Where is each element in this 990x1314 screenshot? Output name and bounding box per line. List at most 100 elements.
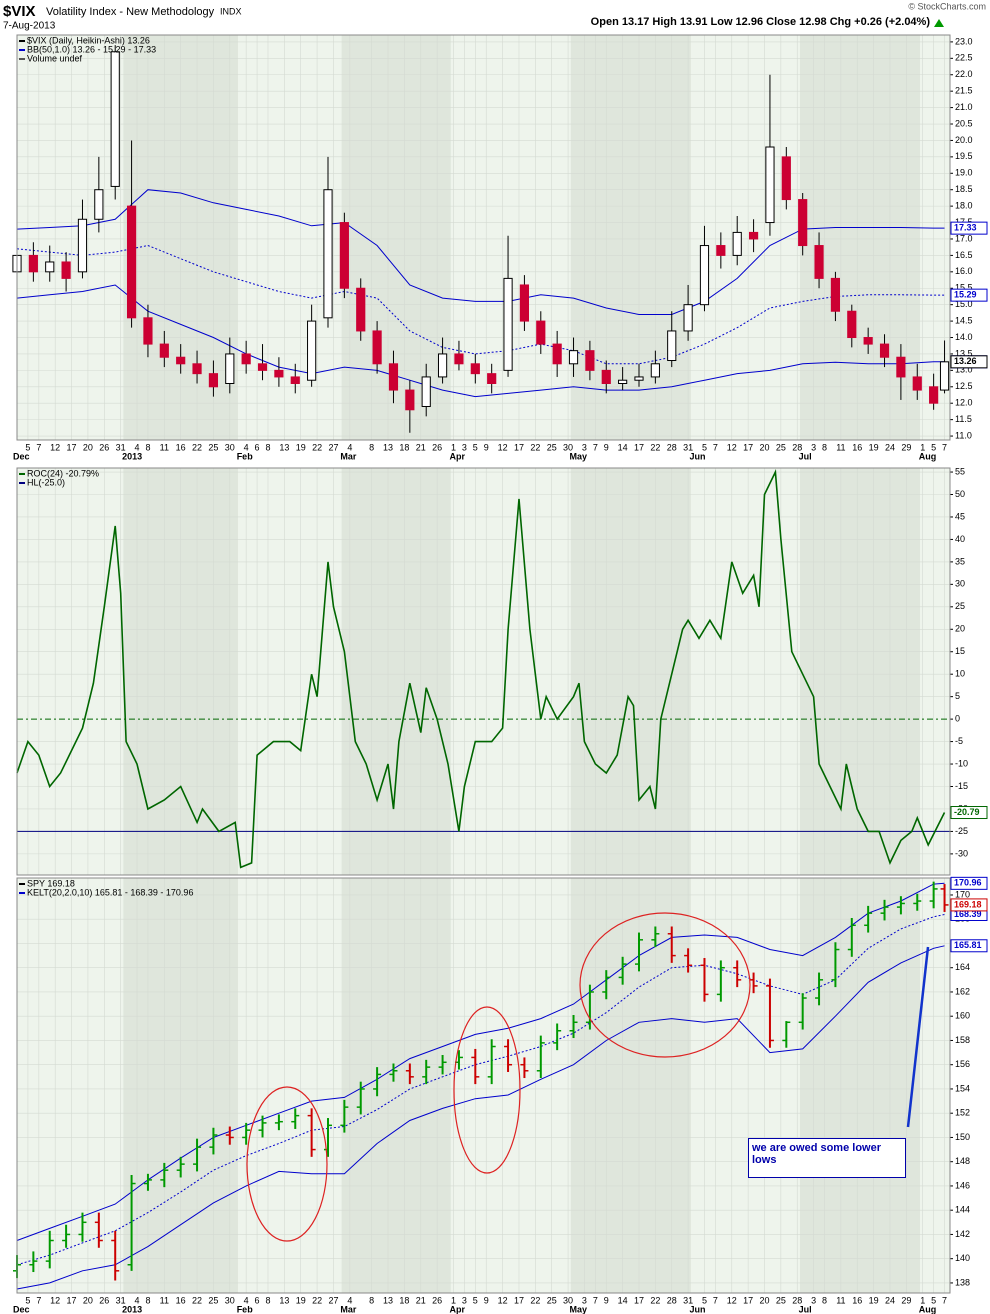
x-tick-label: 25 <box>547 1295 557 1305</box>
x-tick-label: 31 <box>116 442 126 452</box>
y-tick-label: 17.0 <box>955 233 973 243</box>
candle-body <box>798 199 808 247</box>
candle-body <box>388 363 399 391</box>
x-tick-label: 13 <box>279 442 289 452</box>
x-tick-label: 5 <box>473 1295 478 1305</box>
y-tick-label: 16.5 <box>955 250 973 260</box>
candle-body <box>307 320 317 381</box>
x-tick-label: 1 <box>451 442 456 452</box>
x-tick-label: 1 <box>920 1295 925 1305</box>
x-tick-label: 5 <box>25 442 30 452</box>
x-tick-label: 24 <box>885 442 895 452</box>
x-tick-label: 4 <box>135 1295 140 1305</box>
x-tick-label: 9 <box>604 442 609 452</box>
y-tick-label: 21.5 <box>955 86 973 96</box>
y-tick-label: -25 <box>955 826 968 836</box>
candle-body <box>421 376 431 407</box>
x-tick-label: 25 <box>547 442 557 452</box>
candle-body <box>929 386 939 404</box>
y-tick-label: 144 <box>955 1205 970 1215</box>
x-tick-label: 22 <box>650 1295 660 1305</box>
annotation-box: we are owed some lower lows <box>748 1138 906 1178</box>
y-tick-label: 20 <box>955 624 965 634</box>
month-label: May <box>570 1304 588 1314</box>
x-tick-label: 4 <box>244 442 249 452</box>
candle-body <box>939 361 950 391</box>
candle-body <box>487 373 497 385</box>
candle-body <box>716 245 726 256</box>
y-tick-label: 13.0 <box>955 365 973 375</box>
y-tick-label: 14.0 <box>955 332 973 342</box>
y-tick-label: 152 <box>955 1108 970 1118</box>
month-label: Aug <box>919 451 937 461</box>
candle-body <box>356 287 366 332</box>
value-tag-label: 15.29 <box>954 290 977 300</box>
y-tick-label: 30 <box>955 579 965 589</box>
value-tag-label: 165.81 <box>954 940 982 950</box>
x-tick-label: 5 <box>702 1295 707 1305</box>
y-tick-label: 50 <box>955 489 965 499</box>
x-tick-label: 25 <box>208 1295 218 1305</box>
month-label: Apr <box>449 1304 465 1314</box>
x-tick-label: 25 <box>208 442 218 452</box>
plot-frame <box>16 877 951 1294</box>
x-tick-label: 20 <box>759 442 769 452</box>
x-tick-label: 28 <box>792 1295 802 1305</box>
legend-label: $VIX (Daily, Heikin-Ashi) 13.26 <box>27 35 150 45</box>
value-tag-label: 169.18 <box>954 899 982 909</box>
arrow-line <box>906 946 930 1128</box>
x-tick-label: 7 <box>593 1295 598 1305</box>
chart-title: Volatility Index - New Methodology <box>46 6 215 18</box>
y-tick-label: 19.0 <box>955 168 973 178</box>
y-tick-label: 15 <box>955 646 965 656</box>
month-label: Jun <box>690 451 706 461</box>
y-tick-label: 158 <box>955 1035 970 1045</box>
x-tick-label: 7 <box>36 1295 41 1305</box>
candle-body <box>110 51 120 187</box>
y-tick-label: 142 <box>955 1229 970 1239</box>
x-tick-label: 17 <box>634 1295 644 1305</box>
y-tick-label: 18.0 <box>955 201 973 211</box>
x-tick-label: 21 <box>416 1295 426 1305</box>
x-tick-label: 26 <box>432 1295 442 1305</box>
y-tick-label: 55 <box>955 466 965 476</box>
y-tick-label: 25 <box>955 601 965 611</box>
y-tick-label: 146 <box>955 1180 970 1190</box>
value-tag <box>950 806 988 820</box>
x-tick-label: 22 <box>192 442 202 452</box>
candle-body <box>94 189 104 220</box>
month-label: Apr <box>449 451 465 461</box>
y-tick-label: 5 <box>955 691 960 701</box>
x-tick-label: 12 <box>727 442 737 452</box>
month-shade <box>570 878 691 1293</box>
legend-label: SPY 169.18 <box>27 878 75 888</box>
x-tick-label: 5 <box>931 1295 936 1305</box>
x-tick-label: 9 <box>484 442 489 452</box>
y-tick-label: 15.0 <box>955 299 973 309</box>
candle-body <box>814 245 824 279</box>
candle-body <box>437 353 448 378</box>
x-tick-label: 14 <box>618 442 628 452</box>
x-tick-label: 22 <box>312 1295 322 1305</box>
value-tag-label: 17.33 <box>954 223 977 233</box>
month-shade <box>799 468 920 875</box>
value-tag <box>950 939 988 953</box>
y-tick-label: 21.0 <box>955 102 973 112</box>
exchange: INDX <box>220 6 242 16</box>
legend-label: KELT(20,2.0,10) 165.81 - 168.39 - 170.96 <box>27 887 193 897</box>
y-tick-label: 12.5 <box>955 381 973 391</box>
month-shade <box>341 468 451 875</box>
candle-body <box>274 369 284 378</box>
plot-frame <box>16 34 951 441</box>
x-tick-label: 7 <box>36 442 41 452</box>
candle-body <box>225 353 235 385</box>
x-tick-label: 13 <box>383 1295 393 1305</box>
y-tick-label: 22.0 <box>955 69 973 79</box>
legend-label: ROC(24) -20.79% <box>27 468 99 478</box>
candle-body <box>257 363 268 371</box>
x-tick-label: 17 <box>514 442 524 452</box>
x-tick-label: 20 <box>759 1295 769 1305</box>
x-tick-label: 11 <box>160 442 169 452</box>
month-label: Jul <box>799 1304 812 1314</box>
candle-body <box>470 363 480 375</box>
